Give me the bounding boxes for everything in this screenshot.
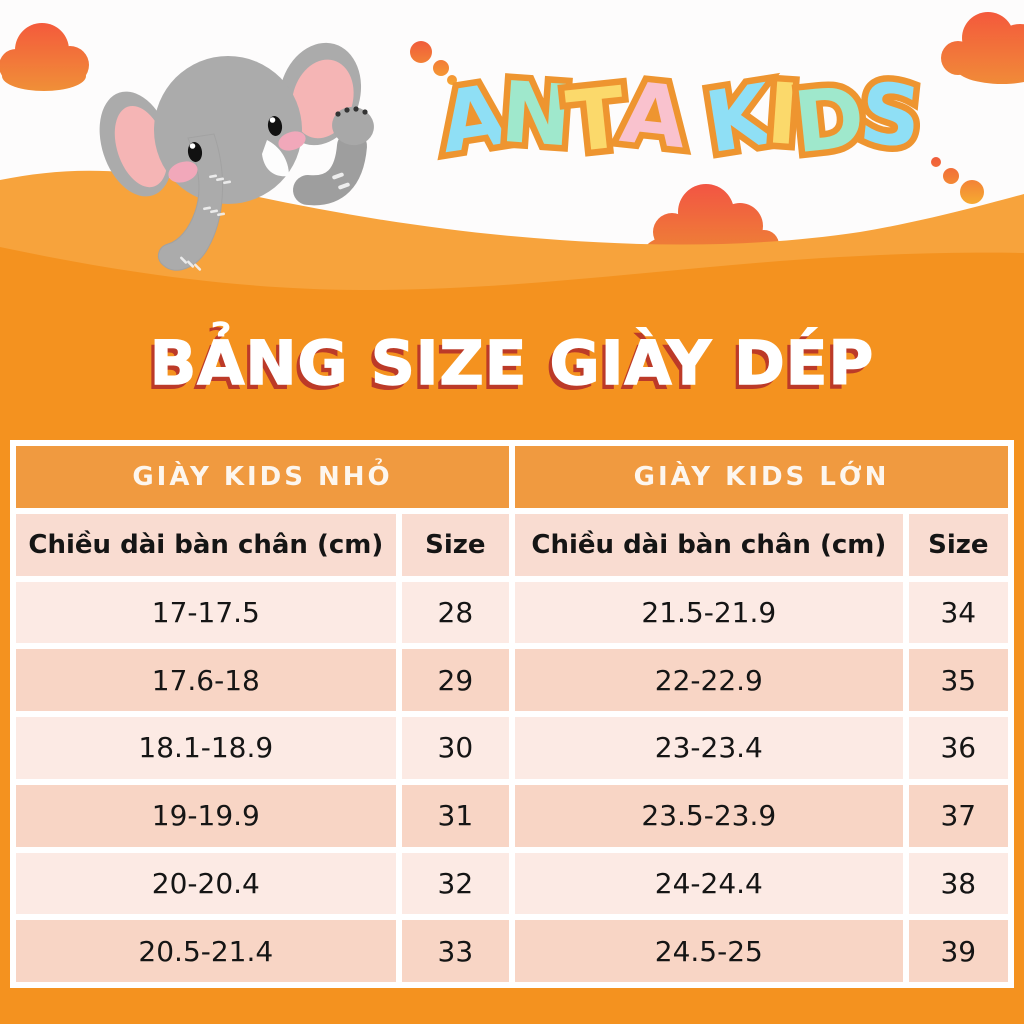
- left-length-1: 17.6-18: [16, 649, 396, 711]
- elephant-trunk: [157, 133, 223, 271]
- logo-letter-d: D: [789, 62, 866, 178]
- right-size-0: 34: [908, 581, 1008, 644]
- right-size-5: 39: [908, 920, 1008, 982]
- logo-word-anta: ANTA: [433, 62, 687, 172]
- right-size-3: 37: [908, 784, 1008, 847]
- logo-letter-s: S: [854, 57, 922, 172]
- page-title: BẢNG SIZE GIÀY DÉP: [149, 327, 875, 400]
- left-length-0: 17-17.5: [16, 581, 396, 644]
- elephant-eyes: [187, 116, 283, 162]
- left-size-header: Size: [401, 513, 509, 576]
- right-length-2: 23-23.4: [515, 717, 903, 779]
- right-length-4: 24-24.4: [515, 852, 903, 915]
- left-length-2: 18.1-18.9: [16, 717, 396, 779]
- elephant-illustration: [99, 42, 374, 271]
- left-length-3: 19-19.9: [16, 784, 396, 847]
- right-size-2: 36: [908, 717, 1008, 779]
- right-table-title: GIÀY KIDS LỚN: [515, 446, 1008, 508]
- right-size-4: 38: [908, 852, 1008, 915]
- trunk-wrinkles: [180, 174, 232, 271]
- elephant-right-tusk: [262, 140, 289, 177]
- logo-word-kids: KIDS: [699, 62, 922, 172]
- left-length-5: 20.5-21.4: [16, 920, 396, 982]
- right-length-1: 22-22.9: [515, 649, 903, 711]
- decor-dots-right: [931, 157, 984, 204]
- left-size-1: 29: [401, 649, 509, 711]
- left-size-2: 30: [401, 717, 509, 779]
- cloud-top-right-icon: [941, 12, 1024, 84]
- size-table: GIÀY KIDS NHỎ GIÀY KIDS LỚN Chiều dài bà…: [10, 440, 1014, 988]
- left-size-4: 32: [401, 852, 509, 915]
- right-length-0: 21.5-21.9: [515, 581, 903, 644]
- right-length-header: Chiều dài bàn chân (cm): [515, 513, 903, 576]
- left-table-title: GIÀY KIDS NHỎ: [16, 446, 509, 508]
- right-length-3: 23.5-23.9: [515, 784, 903, 847]
- elephant-cheeks: [168, 131, 306, 183]
- hill-dark: [0, 247, 1024, 340]
- left-size-5: 33: [401, 920, 509, 982]
- elephant-arm: [293, 106, 374, 206]
- logo-letter-a: A: [615, 57, 687, 173]
- left-size-3: 31: [401, 784, 509, 847]
- cloud-top-left-icon: [0, 23, 89, 91]
- right-length-5: 24.5-25: [515, 920, 903, 982]
- brand-logo: ANTAKIDS: [432, 62, 924, 182]
- right-size-header: Size: [908, 513, 1008, 576]
- left-length-4: 20-20.4: [16, 852, 396, 915]
- left-size-0: 28: [401, 581, 509, 644]
- logo-letter-n: N: [497, 57, 571, 171]
- right-size-1: 35: [908, 649, 1008, 711]
- left-length-header: Chiều dài bàn chân (cm): [16, 513, 396, 576]
